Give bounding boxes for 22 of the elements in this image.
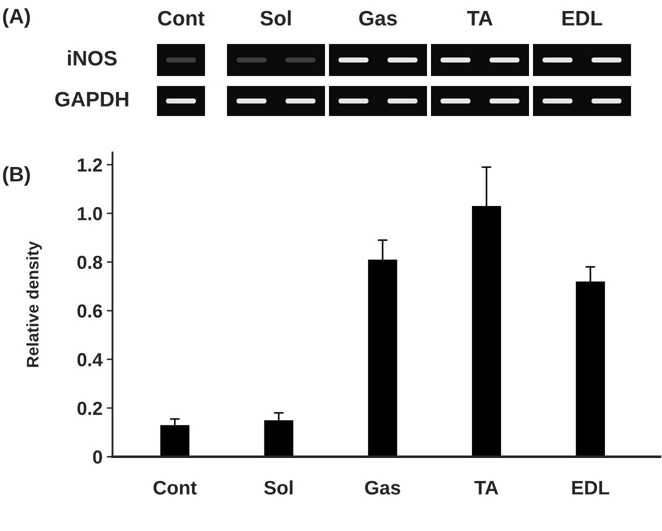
category-label: Cont xyxy=(158,10,204,26)
y-tick-label: 1.2 xyxy=(78,158,102,172)
y-axis-title: Relative density xyxy=(26,241,42,367)
text: (A) xyxy=(3,8,30,28)
category-label: EDL xyxy=(562,11,602,26)
y-tick-label: 0.8 xyxy=(77,256,102,269)
category-label: Gas xyxy=(359,10,397,26)
y-tick-label: 0.6 xyxy=(77,304,102,318)
x-tick-label: Cont xyxy=(154,480,197,495)
y-tick-label: 1.0 xyxy=(78,207,102,220)
x-tick-label: TA xyxy=(474,481,498,494)
category-label: iNOS xyxy=(68,50,117,66)
y-tick-label: 0.4 xyxy=(77,353,103,366)
x-tick-label: Sol xyxy=(264,480,292,495)
category-label: Sol xyxy=(260,10,291,26)
category-label: GAPDH xyxy=(55,92,128,107)
y-tick-label: 0.2 xyxy=(77,402,102,416)
text: (B) xyxy=(3,166,30,186)
y-tick-label: 0 xyxy=(93,450,102,464)
x-tick-label: Gas xyxy=(365,480,400,495)
category-label: TA xyxy=(467,11,493,26)
x-tick-label: EDL xyxy=(572,481,610,494)
